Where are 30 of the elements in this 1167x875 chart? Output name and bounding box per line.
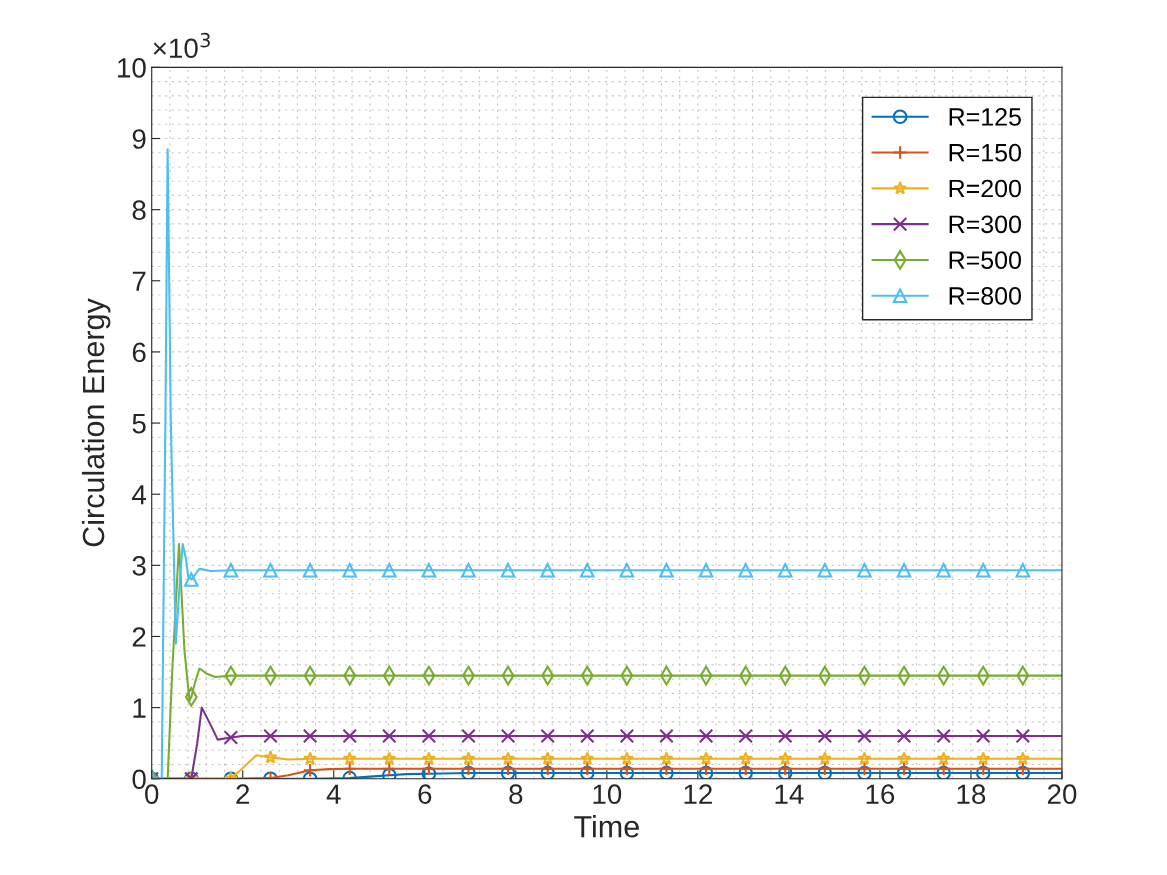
y-tick-label: 1 <box>133 698 146 718</box>
x-tick-label: 16 <box>866 784 895 805</box>
y-axis-title: Circulation Energy <box>81 298 111 547</box>
legend-label: R=500 <box>949 251 1021 269</box>
x-tick-label: 18 <box>957 784 986 805</box>
x-tick-label: 20 <box>1047 784 1077 805</box>
x-tick-label: 6 <box>418 784 432 805</box>
y-tick-label: 7 <box>132 271 146 291</box>
legend-label: R=300 <box>949 215 1021 234</box>
legend-label: R=125 <box>949 108 1021 126</box>
y-tick-label: 2 <box>132 627 146 647</box>
y-tick-label: 5 <box>132 414 146 434</box>
legend-label: R=800 <box>949 287 1021 305</box>
x-tick-label: 14 <box>775 784 804 804</box>
x-tick-label: 8 <box>509 784 523 805</box>
y-tick-label: 0 <box>132 769 146 790</box>
x-tick-label: 12 <box>684 784 712 804</box>
y-tick-label: 3 <box>132 556 146 576</box>
legend-label: R=150 <box>949 143 1021 162</box>
text: ×10$^{3}$ <box>153 32 210 59</box>
x-tick-label: 4 <box>326 784 341 804</box>
x-axis-title: Time <box>574 815 639 838</box>
x-tick-label: 10 <box>593 784 622 805</box>
y-tick-label: 6 <box>132 342 146 363</box>
y-tick-label: 8 <box>132 200 146 220</box>
x-tick-label: 2 <box>236 784 250 804</box>
legend-label: R=200 <box>949 179 1021 198</box>
y-tick-label: 10 <box>118 58 146 78</box>
y-tick-label: 4 <box>132 485 147 505</box>
y-tick-label: 9 <box>132 129 146 149</box>
